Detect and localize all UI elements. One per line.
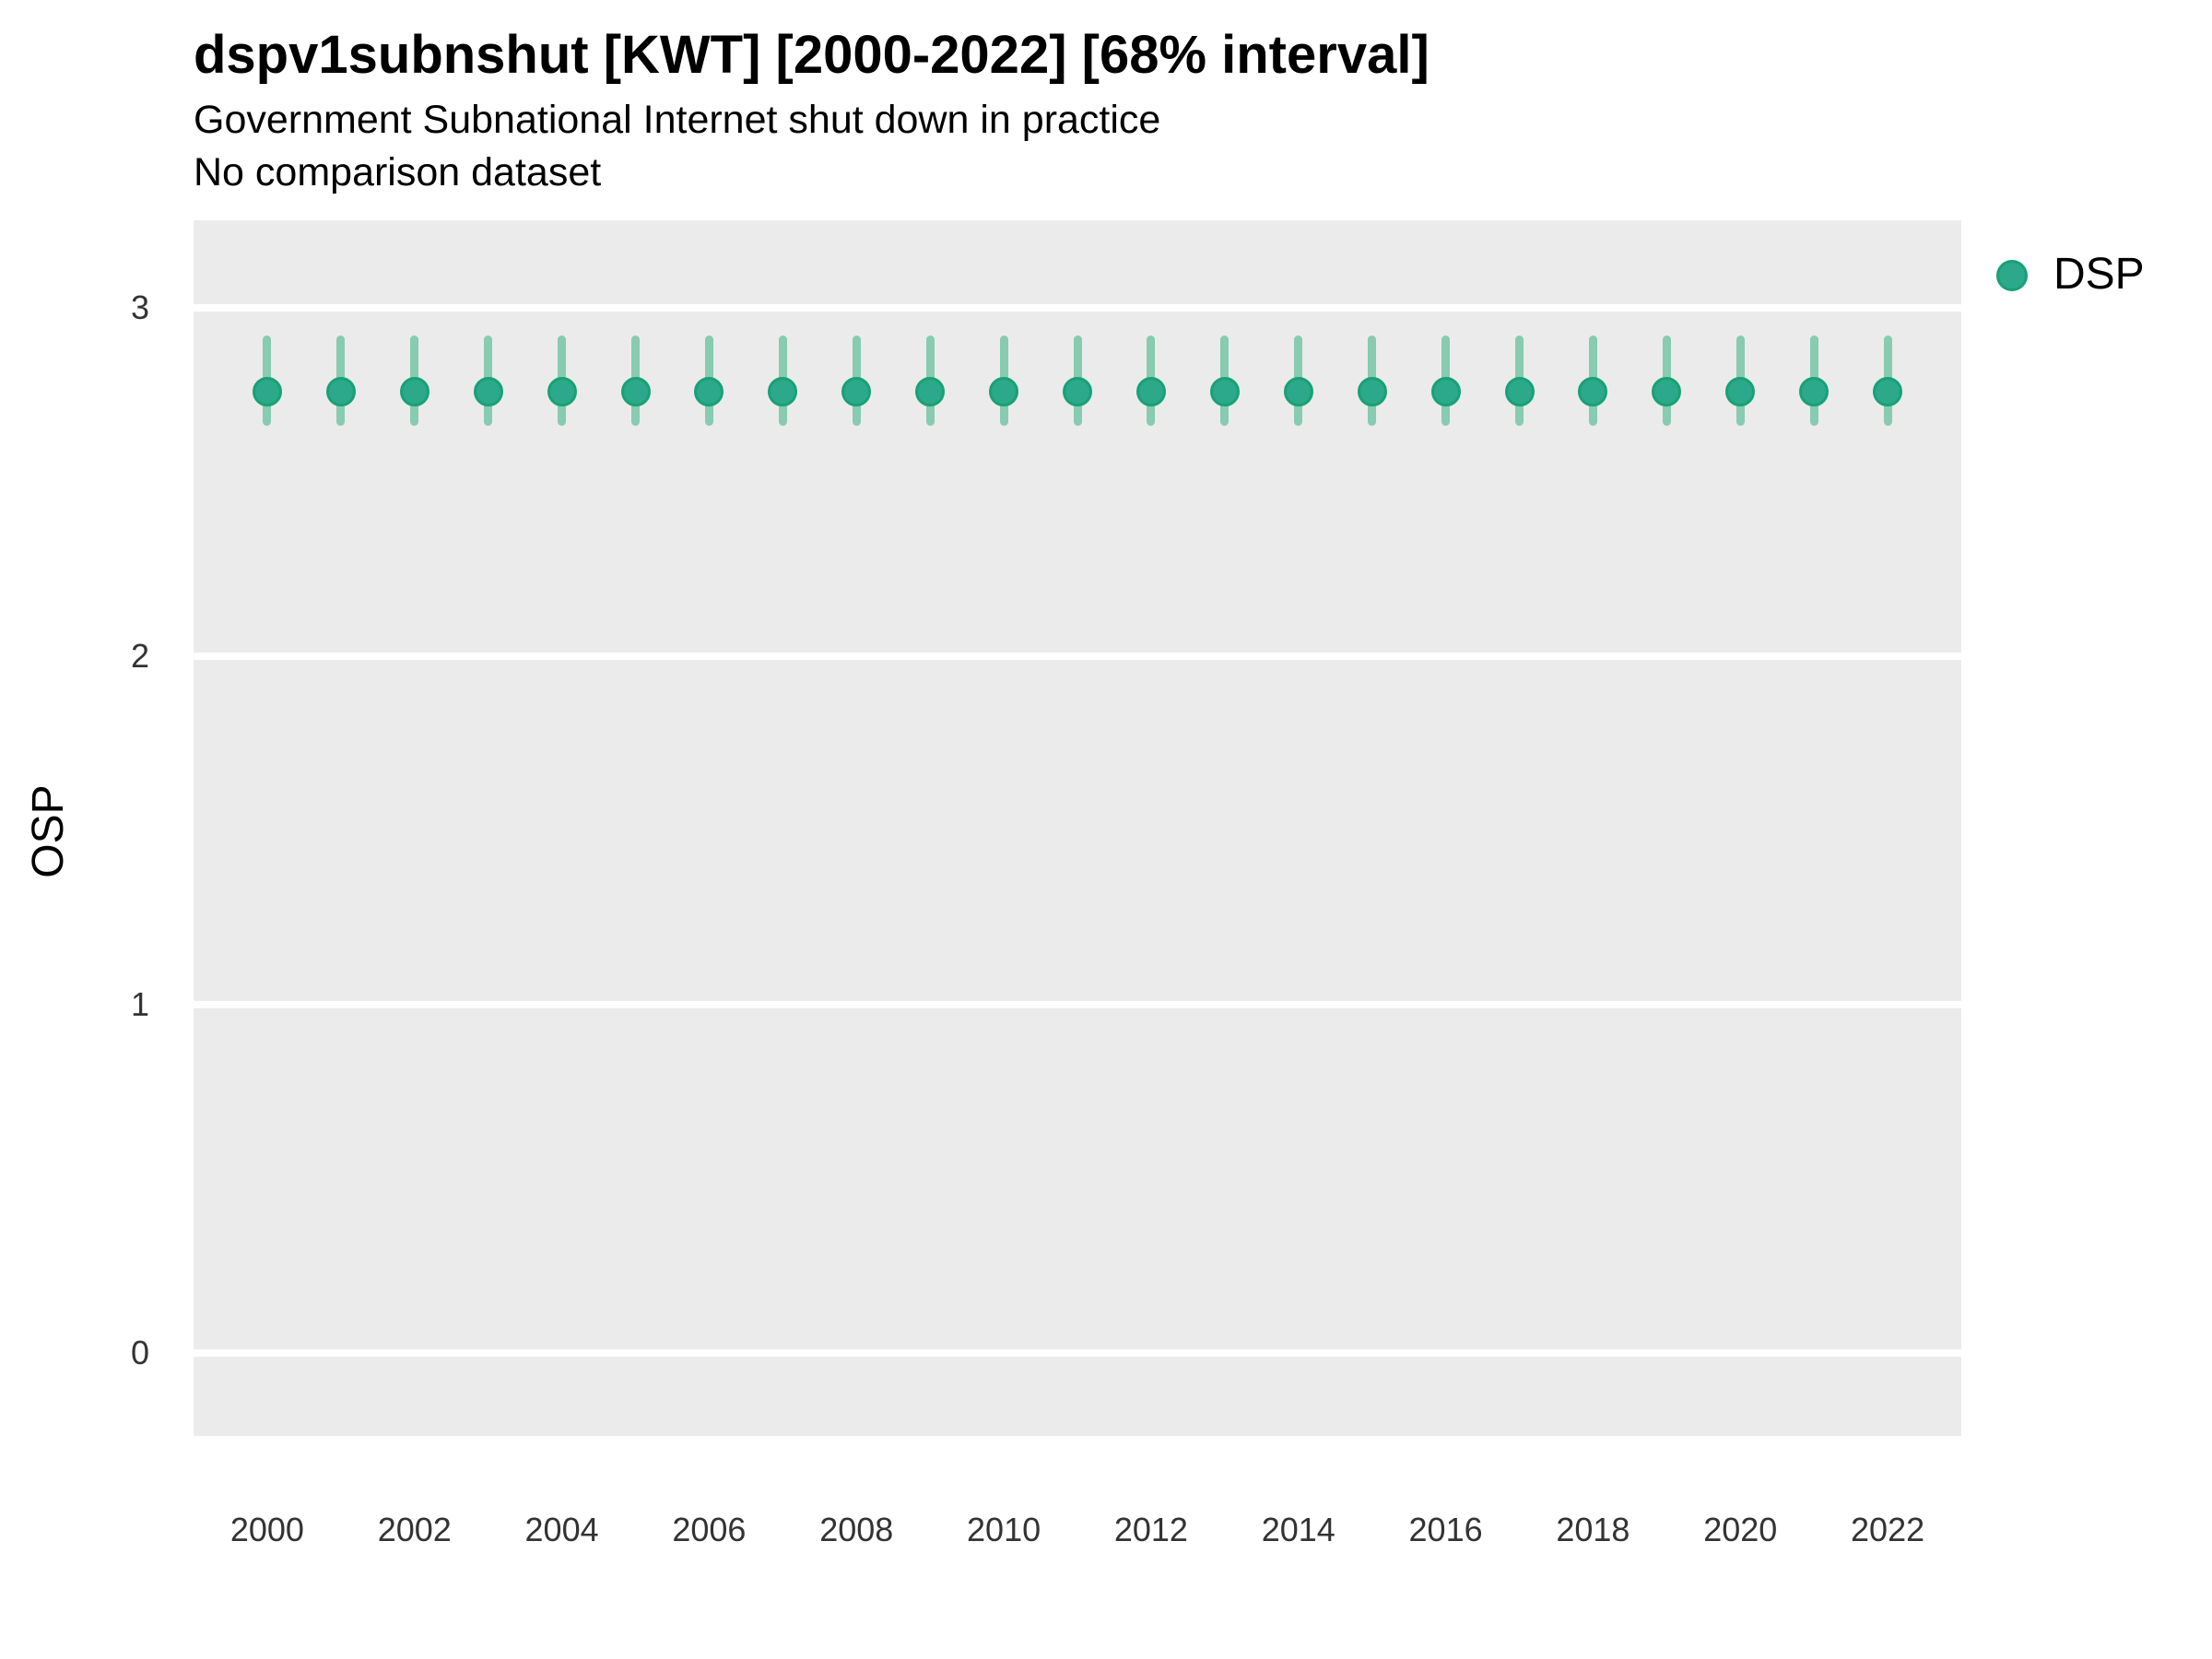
legend-marker-dsp-icon xyxy=(1996,260,2028,291)
data-point xyxy=(989,376,1019,406)
x-tick-label: 2000 xyxy=(229,1511,304,1548)
data-point xyxy=(915,376,946,406)
y-axis-title: OSP xyxy=(24,784,73,878)
plot-panel xyxy=(194,220,1961,1436)
data-point xyxy=(1799,376,1830,406)
legend-label-dsp: DSP xyxy=(2053,250,2145,299)
data-point xyxy=(1873,376,1903,406)
data-point xyxy=(1283,376,1313,406)
data-point xyxy=(768,376,798,406)
chart-title: dspv1subnshut [KWT] [2000-2022] [68% int… xyxy=(194,25,1430,85)
data-point xyxy=(325,376,356,406)
y-tick-label: 2 xyxy=(130,636,149,675)
data-point xyxy=(1209,376,1240,406)
x-tick-label: 2002 xyxy=(377,1511,452,1548)
x-tick-label: 2010 xyxy=(967,1511,1041,1548)
data-point xyxy=(252,376,282,406)
y-tick-label: 1 xyxy=(130,984,149,1023)
data-point xyxy=(1135,376,1166,406)
y-tick-label: 3 xyxy=(130,288,149,326)
x-tick-label: 2020 xyxy=(1703,1511,1778,1548)
data-point xyxy=(547,376,577,406)
data-point xyxy=(620,376,651,406)
gridline-y-2 xyxy=(194,652,1961,660)
data-point xyxy=(1504,376,1535,406)
data-point xyxy=(1725,376,1756,406)
x-tick-label: 2018 xyxy=(1556,1511,1630,1548)
gridline-y-1 xyxy=(194,1000,1961,1008)
x-tick-label: 2006 xyxy=(672,1511,747,1548)
y-tick-label: 0 xyxy=(130,1334,149,1372)
x-tick-label: 2016 xyxy=(1408,1511,1483,1548)
data-point xyxy=(694,376,724,406)
data-point xyxy=(1357,376,1387,406)
x-tick-label: 2022 xyxy=(1851,1511,1925,1548)
x-tick-label: 2014 xyxy=(1261,1511,1335,1548)
chart-comparison-note: No comparison dataset xyxy=(194,150,602,194)
x-tick-label: 2004 xyxy=(524,1511,599,1548)
x-tick-label: 2012 xyxy=(1113,1511,1188,1548)
gridline-y-3 xyxy=(194,303,1961,312)
data-point xyxy=(1430,376,1461,406)
data-point xyxy=(841,376,872,406)
x-tick-label: 2008 xyxy=(819,1511,894,1548)
data-point xyxy=(1063,376,1092,406)
data-point xyxy=(1578,376,1608,406)
data-point xyxy=(473,376,503,406)
data-point xyxy=(1652,376,1682,406)
gridline-y-0 xyxy=(194,1349,1961,1358)
data-point xyxy=(399,376,429,406)
chart-subtitle: Government Subnational Internet shut dow… xyxy=(194,98,1161,142)
